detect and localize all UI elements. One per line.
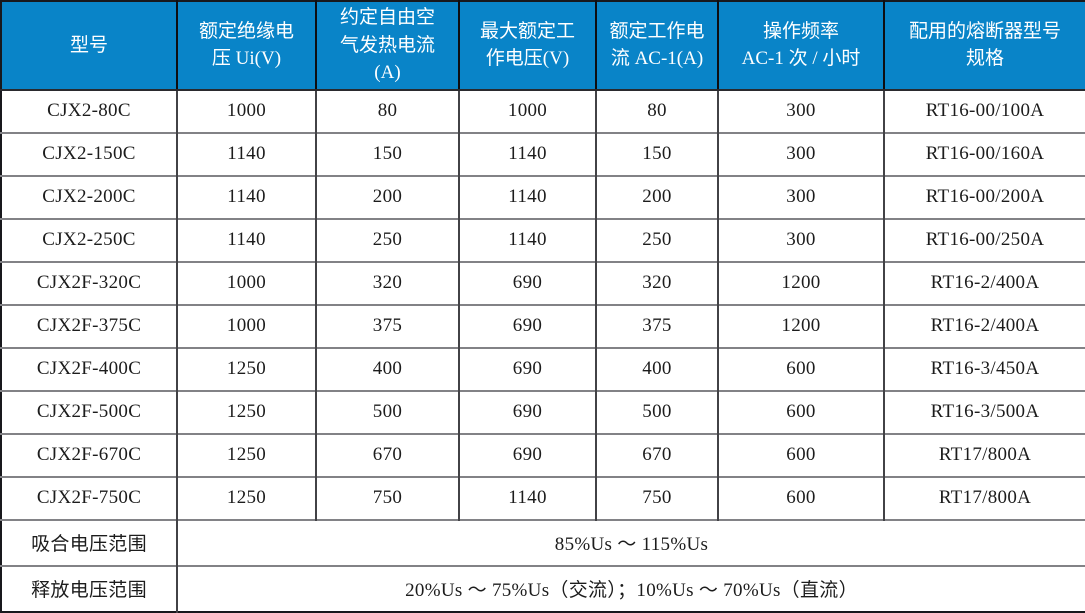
value-cell: 690 — [458, 432, 596, 477]
table-row: CJX2F-670C 1250 670 690 670 600 RT17/800A — [1, 432, 1085, 477]
value-cell: 375 — [595, 303, 718, 348]
value-cell: 150 — [315, 131, 459, 176]
value-cell: 1000 — [458, 88, 596, 133]
footer-value: 20%Us ～ 75%Us（交流）；10%Us ～ 70%Us（直流） — [176, 564, 1085, 612]
value-cell: 200 — [595, 174, 718, 219]
value-cell: 300 — [717, 174, 884, 219]
model-cell: CJX2F-375C — [1, 303, 177, 348]
value-cell: 1140 — [176, 131, 316, 176]
value-cell: 400 — [595, 346, 718, 391]
value-cell: RT16-00/250A — [883, 217, 1085, 262]
value-cell: RT17/800A — [883, 475, 1085, 520]
footer-row: 释放电压范围 20%Us ～ 75%Us（交流）；10%Us ～ 70%Us（直流… — [1, 564, 1085, 612]
value-cell: 1000 — [176, 260, 316, 305]
value-cell: RT16-3/500A — [883, 389, 1085, 434]
column-header-7: 配用的熔断器型号 规格 — [883, 1, 1085, 91]
value-cell: 750 — [595, 475, 718, 520]
value-cell: 200 — [315, 174, 459, 219]
model-cell: CJX2F-670C — [1, 432, 177, 477]
value-cell: 320 — [315, 260, 459, 305]
value-cell: 1000 — [176, 88, 316, 133]
value-cell: 250 — [315, 217, 459, 262]
value-cell: 1250 — [176, 346, 316, 391]
model-cell: CJX2F-320C — [1, 260, 177, 305]
value-cell: 690 — [458, 303, 596, 348]
model-cell: CJX2-200C — [1, 174, 177, 219]
value-cell: 1000 — [176, 303, 316, 348]
value-cell: 80 — [315, 88, 459, 133]
table-row: CJX2F-375C 1000 375 690 375 1200 RT16-2/400A — [1, 303, 1085, 348]
table-header: 型号 额定绝缘电 压 Ui(V) 约定自由空 气发热电流 (A) 最大额定工 作电压(… — [1, 1, 1085, 91]
value-cell: RT16-00/200A — [883, 174, 1085, 219]
value-cell: 500 — [595, 389, 718, 434]
value-cell: 250 — [595, 217, 718, 262]
footer-row: 吸合电压范围 85%Us ～ 115%Us — [1, 518, 1085, 566]
value-cell: 300 — [717, 217, 884, 262]
value-cell: 750 — [315, 475, 459, 520]
value-cell: 1250 — [176, 475, 316, 520]
value-cell: 600 — [717, 346, 884, 391]
value-cell: 1250 — [176, 432, 316, 477]
value-cell: 1200 — [717, 260, 884, 305]
value-cell: 320 — [595, 260, 718, 305]
value-cell: RT16-2/400A — [883, 303, 1085, 348]
table-row: CJX2-200C 1140 200 1140 200 300 RT16-00/200A — [1, 174, 1085, 219]
value-cell: 690 — [458, 346, 596, 391]
value-cell: RT16-2/400A — [883, 260, 1085, 305]
model-cell: CJX2F-750C — [1, 475, 177, 520]
footer-value: 85%Us ～ 115%Us — [176, 518, 1085, 566]
value-cell: 375 — [315, 303, 459, 348]
model-cell: CJX2-250C — [1, 217, 177, 262]
value-cell: 600 — [717, 389, 884, 434]
value-cell: 1140 — [176, 174, 316, 219]
value-cell: 670 — [315, 432, 459, 477]
value-cell: RT17/800A — [883, 432, 1085, 477]
footer-label: 吸合电压范围 — [1, 518, 177, 566]
value-cell: RT16-00/160A — [883, 131, 1085, 176]
value-cell: 670 — [595, 432, 718, 477]
value-cell: 400 — [315, 346, 459, 391]
column-header-3: 约定自由空 气发热电流 (A) — [315, 1, 459, 91]
value-cell: 300 — [717, 88, 884, 133]
table-row: CJX2F-500C 1250 500 690 500 600 RT16-3/500A — [1, 389, 1085, 434]
header-row: 型号 额定绝缘电 压 Ui(V) 约定自由空 气发热电流 (A) 最大额定工 作电压(… — [1, 1, 1085, 91]
footer-label: 释放电压范围 — [1, 564, 177, 612]
model-cell: CJX2F-400C — [1, 346, 177, 391]
model-cell: CJX2-150C — [1, 131, 177, 176]
value-cell: 80 — [595, 88, 718, 133]
table-row: CJX2-150C 1140 150 1140 150 300 RT16-00/160A — [1, 131, 1085, 176]
value-cell: 300 — [717, 131, 884, 176]
column-header-4: 最大额定工 作电压(V) — [458, 1, 596, 91]
value-cell: 690 — [458, 389, 596, 434]
value-cell: 690 — [458, 260, 596, 305]
value-cell: 1140 — [458, 174, 596, 219]
table-row: CJX2F-320C 1000 320 690 320 1200 RT16-2/400A — [1, 260, 1085, 305]
table-row: CJX2-250C 1140 250 1140 250 300 RT16-00/250A — [1, 217, 1085, 262]
value-cell: 1140 — [176, 217, 316, 262]
value-cell: 600 — [717, 432, 884, 477]
column-header-6: 操作频率 AC-1 次 / 小时 — [717, 1, 884, 91]
value-cell: 1140 — [458, 475, 596, 520]
value-cell: 1140 — [458, 131, 596, 176]
table-row: CJX2F-750C 1250 750 1140 750 600 RT17/800A — [1, 475, 1085, 520]
value-cell: 500 — [315, 389, 459, 434]
value-cell: 150 — [595, 131, 718, 176]
value-cell: 1200 — [717, 303, 884, 348]
table-row: CJX2-80C 1000 80 1000 80 300 RT16-00/100A — [1, 88, 1085, 133]
value-cell: RT16-3/450A — [883, 346, 1085, 391]
model-cell: CJX2F-500C — [1, 389, 177, 434]
value-cell: 1140 — [458, 217, 596, 262]
column-header-5: 额定工作电 流 AC-1(A) — [595, 1, 718, 91]
table-body: CJX2-80C 1000 80 1000 80 300 RT16-00/100A CJX2-… — [1, 88, 1085, 612]
value-cell: 600 — [717, 475, 884, 520]
column-header-2: 额定绝缘电 压 Ui(V) — [176, 1, 316, 91]
model-cell: CJX2-80C — [1, 88, 177, 133]
value-cell: 1250 — [176, 389, 316, 434]
table-row: CJX2F-400C 1250 400 690 400 600 RT16-3/450A — [1, 346, 1085, 391]
column-header-1: 型号 — [1, 1, 177, 91]
value-cell: RT16-00/100A — [883, 88, 1085, 133]
